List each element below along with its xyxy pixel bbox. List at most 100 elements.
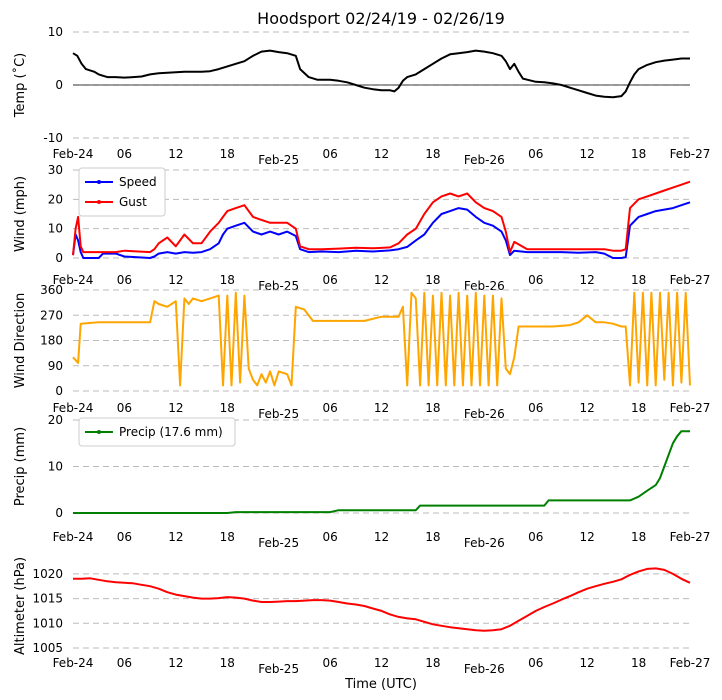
panel-temp: -10 0 10 Temp (˚C) Feb-24 06 12 18 Feb-25 06 12 18 F…: [12, 25, 710, 167]
x-tick-label: 06: [322, 530, 337, 544]
x-tick-label: 18: [631, 656, 646, 670]
y-tick-label: 20: [48, 413, 63, 427]
x-tick-label: 18: [220, 273, 235, 287]
x-tick-label: 12: [168, 147, 183, 161]
legend-box: [78, 417, 236, 447]
x-tick-label: 06: [528, 147, 543, 161]
x-tick-label: Feb-25: [258, 279, 299, 293]
x-tick-label: 12: [580, 530, 595, 544]
x-tick-label: Feb-27: [670, 530, 711, 544]
y-tick-label: 360: [40, 283, 63, 297]
x-tick-label: Feb-26: [464, 279, 505, 293]
x-tick-label: 18: [631, 401, 646, 415]
x-tick-label: 12: [168, 401, 183, 415]
x-tick-label: Feb-26: [464, 407, 505, 421]
y-axis-label: Temp (˚C): [12, 53, 28, 119]
x-tick-label: 06: [528, 656, 543, 670]
y-tick-label: 1020: [32, 567, 63, 581]
x-tick-label: 12: [374, 273, 389, 287]
series-line-precip: [73, 430, 690, 514]
series-line-temp: [72, 49, 690, 99]
x-tick-label: 18: [220, 530, 235, 544]
chart-title: Hoodsport 02/24/19 - 02/26/19: [257, 9, 505, 28]
y-tick-label: 20: [48, 192, 63, 206]
x-tick-label: 12: [168, 530, 183, 544]
x-tick-label: 18: [631, 147, 646, 161]
x-tick-label: Feb-27: [670, 147, 711, 161]
x-tick-label: 12: [168, 656, 183, 670]
x-tick-label: Feb-24: [53, 401, 94, 415]
x-tick-label: 18: [425, 273, 440, 287]
legend-box: [78, 167, 166, 217]
series-line-direction: [72, 291, 691, 387]
x-tick-label: 12: [374, 147, 389, 161]
legend-marker: [97, 200, 101, 204]
x-tick-label: 18: [220, 147, 235, 161]
x-tick-label: Feb-24: [53, 530, 94, 544]
x-tick-label: 18: [425, 656, 440, 670]
panel-precip: 0 10 20 Precip (mm) Feb-24 06 12 18 Feb-25 06 12 18…: [13, 413, 710, 550]
x-tick-label: 06: [322, 147, 337, 161]
y-tick-label: 1005: [32, 641, 63, 655]
x-tick-label: Feb-25: [258, 153, 299, 167]
x-tick-label: 18: [425, 530, 440, 544]
x-tick-label: 18: [220, 401, 235, 415]
x-tick-label: 06: [117, 656, 132, 670]
x-tick-label: 06: [322, 273, 337, 287]
x-tick-label: 06: [528, 273, 543, 287]
x-tick-label: 06: [322, 401, 337, 415]
x-tick-label: 06: [117, 147, 132, 161]
x-tick-label: 06: [528, 401, 543, 415]
x-tick-label: Feb-24: [53, 656, 94, 670]
y-tick-label: 10: [48, 222, 63, 236]
x-tick-label: 18: [425, 147, 440, 161]
x-tick-label: 12: [580, 401, 595, 415]
x-tick-label: 06: [322, 656, 337, 670]
y-tick-label: 270: [40, 308, 63, 322]
x-tick-label: 12: [580, 273, 595, 287]
x-tick-label: 12: [374, 530, 389, 544]
x-tick-label: 12: [374, 401, 389, 415]
y-tick-label: 90: [48, 359, 63, 373]
x-tick-label: Feb-24: [53, 147, 94, 161]
x-tick-label: 12: [580, 656, 595, 670]
y-tick-label: 0: [55, 251, 63, 265]
x-tick-label: 12: [374, 656, 389, 670]
y-tick-label: 1015: [32, 592, 63, 606]
x-tick-label: Feb-25: [258, 407, 299, 421]
legend-marker: [97, 180, 101, 184]
x-tick-label: 12: [580, 147, 595, 161]
x-tick-label: 18: [631, 273, 646, 287]
x-tick-label: 12: [168, 273, 183, 287]
x-tick-label: Feb-27: [670, 401, 711, 415]
x-tick-label: Feb-26: [464, 153, 505, 167]
x-tick-label: Feb-25: [258, 536, 299, 550]
y-axis-label: Wind Direction: [13, 293, 28, 389]
y-tick-label: 30: [48, 163, 63, 177]
y-tick-label: 0: [55, 78, 63, 92]
series-line-gust: [72, 180, 691, 256]
x-tick-label: 06: [528, 530, 543, 544]
y-tick-label: 180: [40, 334, 63, 348]
x-tick-label: 18: [425, 401, 440, 415]
x-axis-label: Time (UTC): [344, 677, 417, 692]
panel-wind: 0 10 20 30 Wind (mph) Feb-24 06 12 18 Feb-25 06 12 1…: [13, 163, 710, 293]
y-tick-label: 10: [48, 25, 63, 39]
x-tick-label: 06: [117, 530, 132, 544]
x-tick-label: 06: [117, 401, 132, 415]
x-tick-label: Feb-26: [464, 536, 505, 550]
series-line-speed: [72, 201, 691, 259]
y-axis-label: Altimeter (hPa): [13, 557, 28, 655]
x-tick-label: 18: [220, 656, 235, 670]
y-axis-label: Precip (mm): [13, 427, 28, 506]
x-tick-label: Feb-24: [53, 273, 94, 287]
x-tick-label: Feb-27: [670, 656, 711, 670]
legend-label: Gust: [119, 195, 147, 209]
x-tick-label: Feb-27: [670, 273, 711, 287]
x-tick-label: 18: [631, 530, 646, 544]
y-tick-label: 1010: [32, 616, 63, 630]
y-tick-label: 10: [48, 460, 63, 474]
legend-label: Speed: [119, 175, 157, 189]
panel-winddir: 0 90 180 270 360 Wind Direction Feb-24 06 12 18 Fe…: [13, 283, 710, 421]
